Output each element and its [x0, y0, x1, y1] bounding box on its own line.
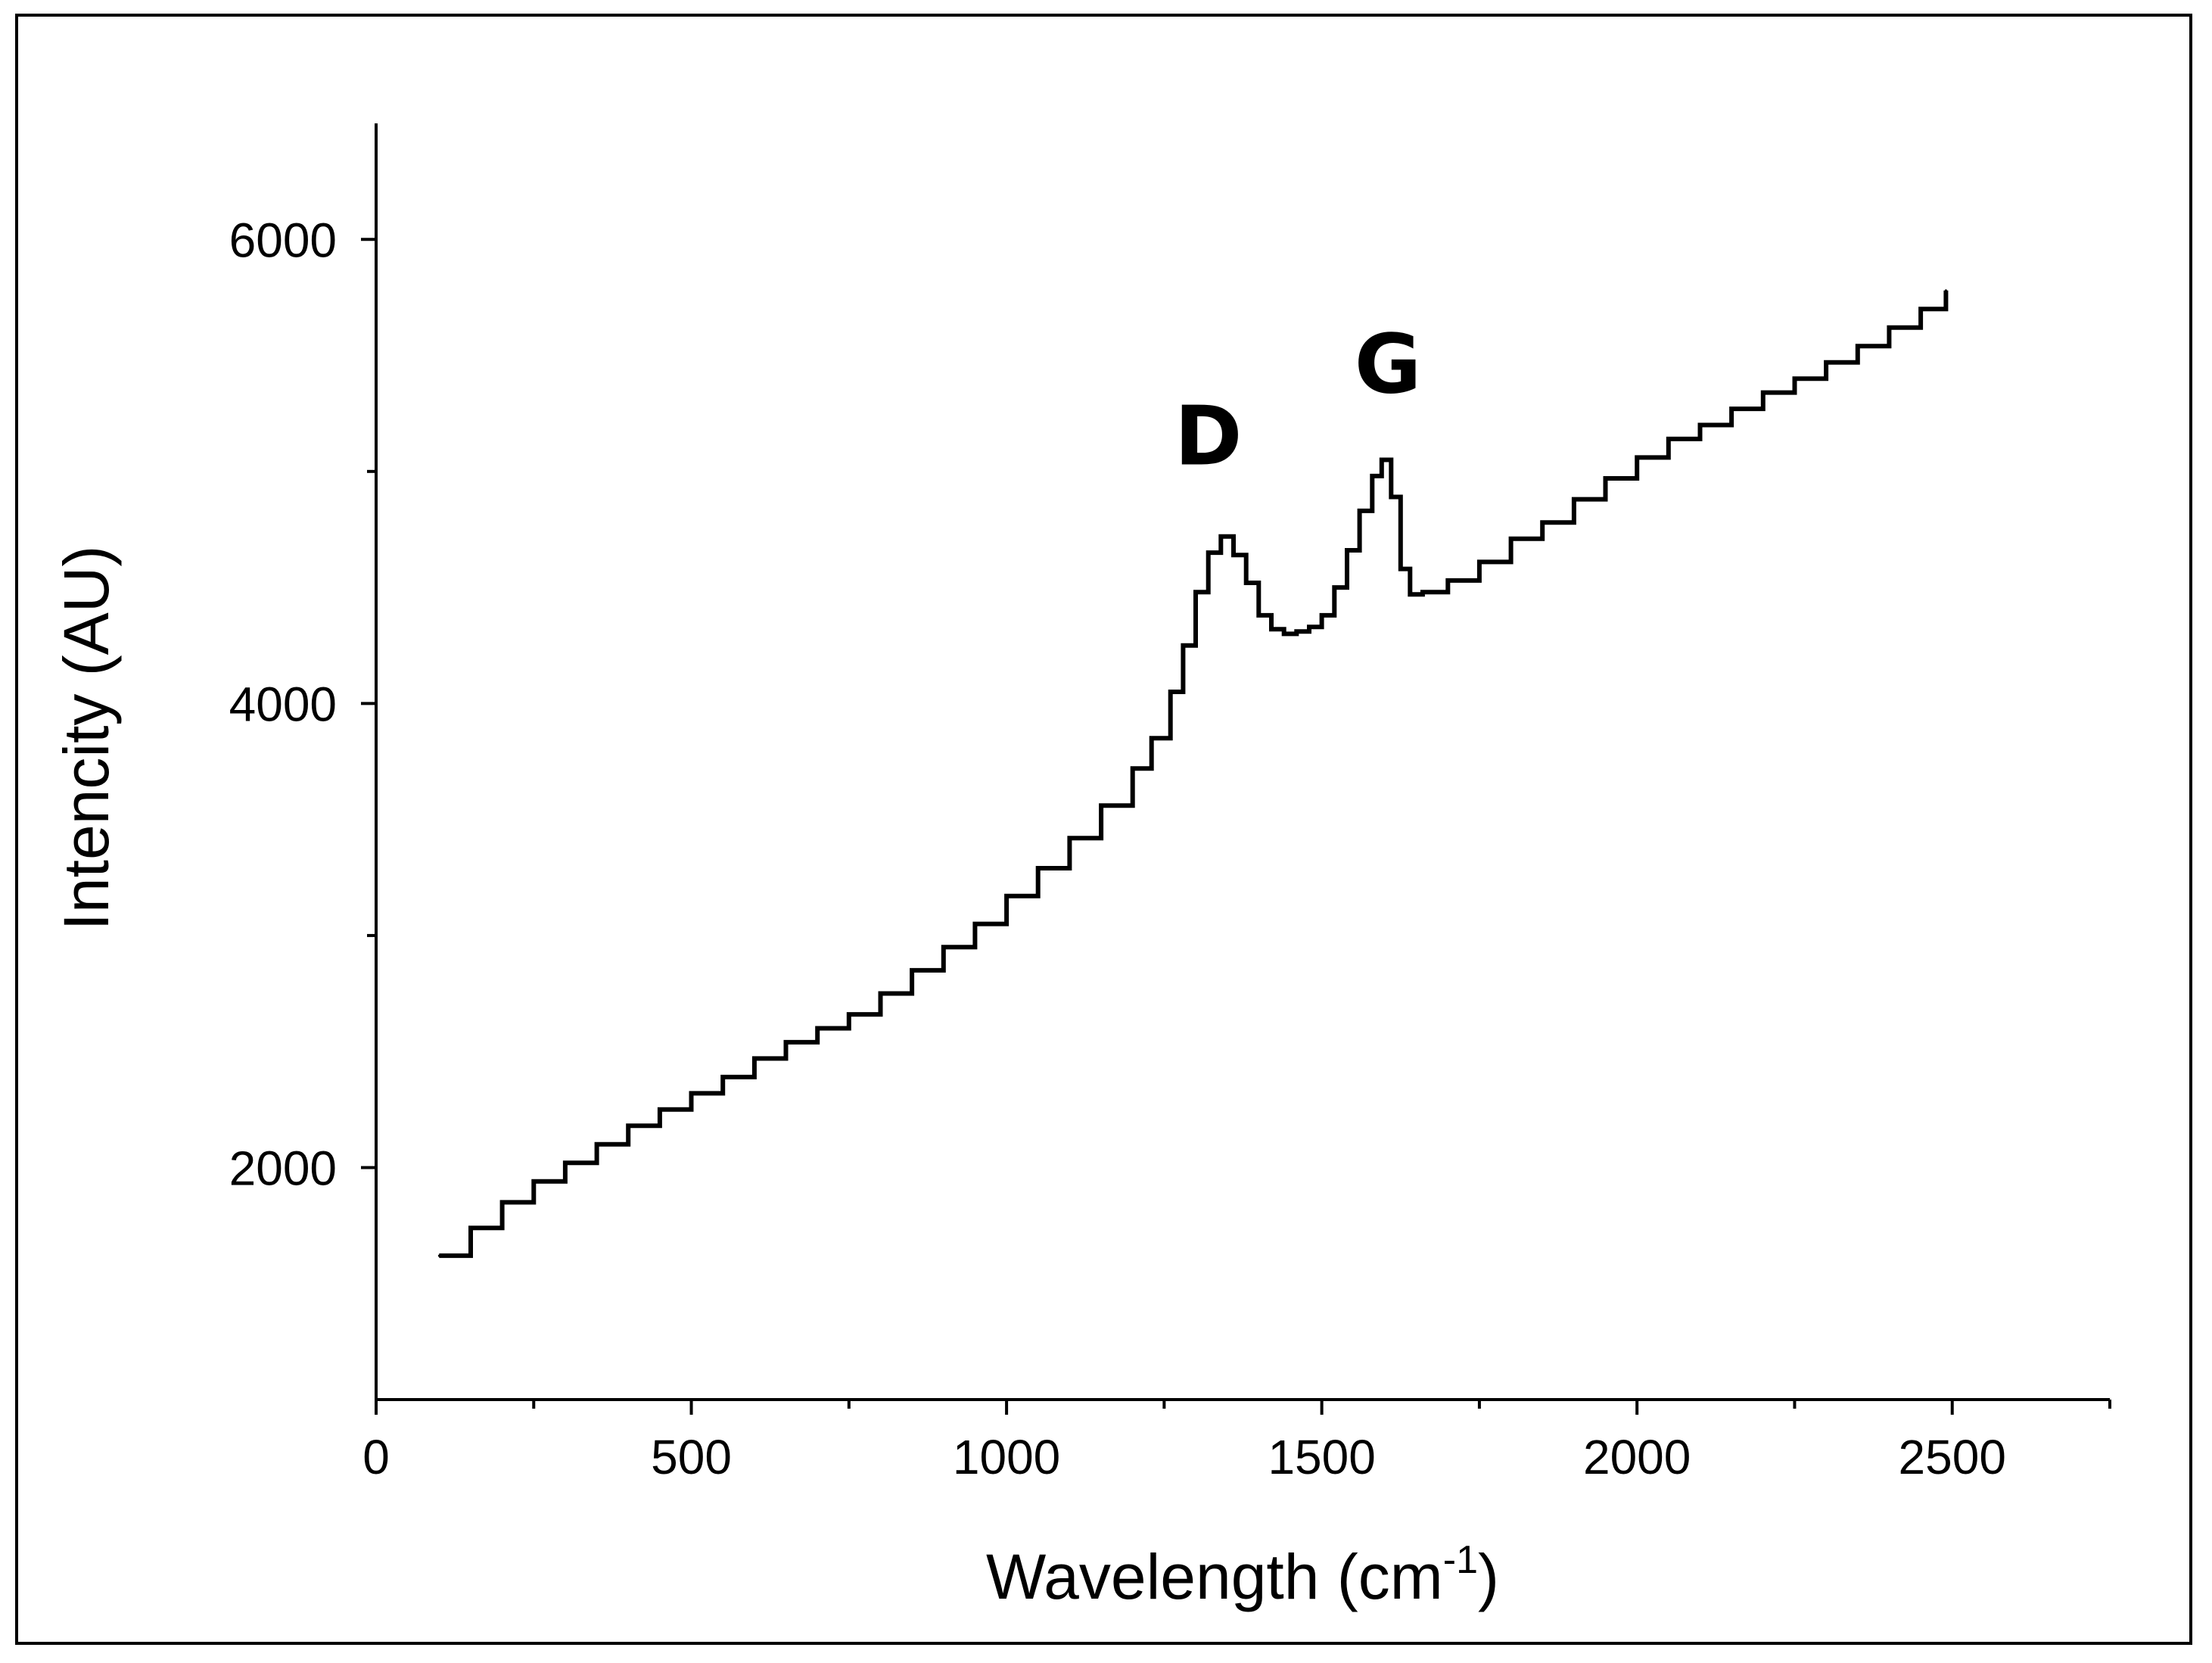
data-point: [1131, 767, 1134, 770]
data-point: [1825, 361, 1828, 364]
data-point: [1346, 549, 1349, 552]
data-point: [1245, 581, 1248, 584]
data-point: [1793, 377, 1796, 380]
data-point: [1380, 458, 1383, 461]
x-tick-label: 0: [362, 1430, 390, 1484]
series-group: [437, 289, 1949, 1258]
data-point: [1370, 475, 1374, 478]
y-tick-label: 4000: [229, 677, 337, 731]
x-axis-title-main: Wavelength (cm: [986, 1541, 1443, 1612]
data-point: [469, 1226, 472, 1229]
data-point: [1308, 625, 1311, 628]
data-point: [1100, 804, 1103, 807]
data-point: [1399, 568, 1402, 571]
data-point: [1541, 521, 1544, 524]
data-point: [627, 1124, 630, 1127]
data-point: [1181, 644, 1184, 647]
x-axis-title-superscript: -1: [1443, 1538, 1478, 1582]
data-point: [1856, 344, 1859, 347]
data-point: [1762, 391, 1765, 394]
data-point: [1408, 593, 1411, 596]
data-point: [1219, 535, 1222, 538]
data-point: [596, 1143, 599, 1146]
peak-label-d: D: [1174, 390, 1243, 484]
y-tick-label: 6000: [229, 213, 337, 267]
data-point: [753, 1057, 756, 1060]
y-axis-title: Intencity (AU): [51, 546, 122, 931]
x-axis-title-suffix: ): [1478, 1541, 1499, 1612]
data-point: [437, 1254, 440, 1257]
data-point: [1389, 496, 1392, 499]
data-point: [501, 1201, 504, 1204]
data-point: [1068, 836, 1071, 839]
data-point: [1667, 438, 1670, 441]
data-point: [816, 1027, 819, 1030]
data-point: [942, 945, 945, 948]
data-point: [1321, 614, 1324, 617]
data-point: [1358, 509, 1361, 512]
data-point: [848, 1013, 851, 1016]
data-point: [1270, 628, 1273, 631]
figure-frame: [15, 14, 2192, 1645]
data-point: [1446, 579, 1449, 582]
data-point: [1919, 307, 1922, 310]
data-point: [785, 1041, 788, 1044]
labels-group: Wavelength (cm-1) Intencity (AU) D G: [51, 318, 1499, 1612]
data-point: [1005, 895, 1008, 898]
data-point: [1333, 586, 1336, 589]
data-point: [1421, 590, 1424, 593]
data-point: [564, 1161, 567, 1164]
x-tick-label: 500: [651, 1430, 732, 1484]
data-point: [1295, 630, 1298, 633]
data-point: [658, 1108, 661, 1111]
data-point: [910, 969, 913, 972]
data-point: [1635, 456, 1638, 459]
data-point: [1150, 737, 1153, 740]
data-point: [690, 1092, 693, 1095]
y-tick-label: 2000: [229, 1141, 337, 1195]
data-point: [1283, 632, 1286, 635]
peak-label-g: G: [1355, 318, 1422, 413]
data-point: [1478, 560, 1481, 563]
data-point: [1604, 477, 1607, 480]
x-tick-label: 2000: [1583, 1430, 1691, 1484]
data-point: [1207, 551, 1210, 554]
x-axis-title: Wavelength (cm-1): [986, 1538, 1499, 1612]
data-point: [1573, 498, 1576, 501]
data-point: [879, 992, 882, 995]
data-point: [1944, 289, 1947, 292]
data-point: [1510, 537, 1513, 540]
x-tick-label: 1000: [953, 1430, 1060, 1484]
data-point: [721, 1076, 724, 1079]
data-point: [1037, 867, 1040, 870]
data-point: [1257, 614, 1260, 617]
data-point: [1887, 326, 1890, 329]
data-point: [973, 923, 976, 926]
data-point: [1698, 424, 1701, 427]
x-tick-label: 2500: [1899, 1430, 2006, 1484]
data-point: [1169, 690, 1172, 693]
data-point: [1194, 590, 1197, 593]
axes: 0 500 1000 1500 2000 2500 2000 4000 6000: [229, 123, 2111, 1484]
data-point: [532, 1180, 535, 1183]
data-point: [1730, 407, 1733, 410]
x-tick-label: 1500: [1268, 1430, 1375, 1484]
data-point: [1232, 553, 1235, 556]
